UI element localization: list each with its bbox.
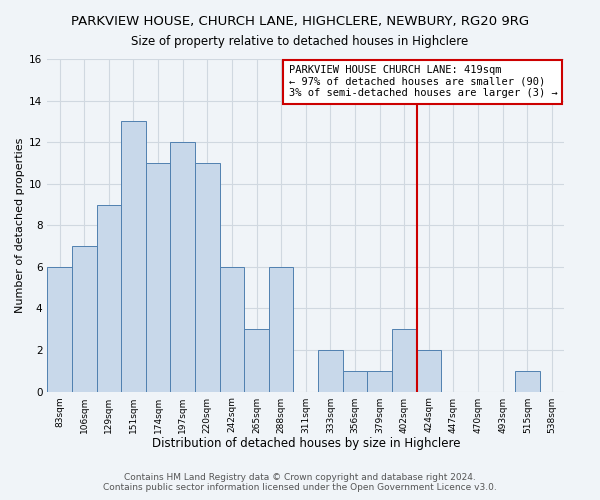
Bar — [343, 371, 367, 392]
Bar — [392, 329, 416, 392]
Bar — [220, 267, 244, 392]
Bar — [97, 204, 121, 392]
Bar — [416, 350, 441, 392]
Bar — [318, 350, 343, 392]
Text: Size of property relative to detached houses in Highclere: Size of property relative to detached ho… — [131, 35, 469, 48]
Bar — [367, 371, 392, 392]
Bar — [244, 329, 269, 392]
Text: Contains HM Land Registry data © Crown copyright and database right 2024.
Contai: Contains HM Land Registry data © Crown c… — [103, 473, 497, 492]
Bar — [195, 163, 220, 392]
Bar — [170, 142, 195, 392]
Bar — [72, 246, 97, 392]
Bar — [269, 267, 293, 392]
Bar — [121, 122, 146, 392]
Bar — [47, 267, 72, 392]
Y-axis label: Number of detached properties: Number of detached properties — [15, 138, 25, 313]
Bar — [515, 371, 539, 392]
Bar — [146, 163, 170, 392]
X-axis label: Distribution of detached houses by size in Highclere: Distribution of detached houses by size … — [152, 437, 460, 450]
Text: PARKVIEW HOUSE CHURCH LANE: 419sqm
← 97% of detached houses are smaller (90)
3% : PARKVIEW HOUSE CHURCH LANE: 419sqm ← 97%… — [289, 65, 557, 98]
Text: PARKVIEW HOUSE, CHURCH LANE, HIGHCLERE, NEWBURY, RG20 9RG: PARKVIEW HOUSE, CHURCH LANE, HIGHCLERE, … — [71, 15, 529, 28]
